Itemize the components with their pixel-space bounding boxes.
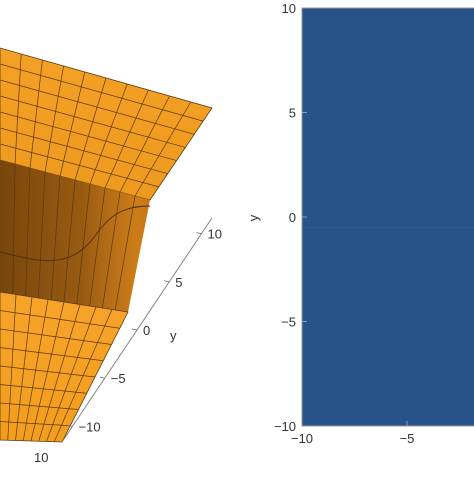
mesh-line — [12, 163, 16, 295]
surface-y-axis-label: y — [170, 328, 177, 343]
mesh-line — [0, 384, 87, 394]
surface-x-tick-label: 10 — [34, 450, 48, 465]
heatmap-y-tick-label: 0 — [289, 210, 296, 225]
mesh-line — [134, 101, 192, 197]
mesh-line — [0, 127, 168, 175]
mesh-line — [0, 402, 79, 410]
mesh-line — [104, 89, 149, 189]
mesh-line — [0, 421, 71, 427]
heatmap-y-tick-label: 10 — [282, 1, 296, 16]
mesh-line — [50, 175, 61, 301]
mesh-line — [89, 83, 128, 185]
mesh-line — [119, 95, 170, 193]
surface-y-tick-mark — [99, 376, 105, 379]
surface-y-tick-label: 5 — [175, 275, 182, 290]
mesh-line — [76, 183, 91, 305]
mesh-line — [0, 79, 195, 135]
surface-wall-shadow — [0, 160, 150, 312]
mesh-line — [14, 53, 22, 165]
heatmap-y-ticks: 10 5 0 −5 −10 — [274, 1, 307, 434]
mesh-line — [0, 365, 96, 378]
surface-mesh — [0, 53, 204, 442]
mesh-line — [0, 328, 112, 345]
mesh-line — [0, 347, 104, 362]
heatmap-y-tick-label: −10 — [274, 419, 296, 434]
mesh-line — [44, 65, 64, 173]
heatmap-x-tick-label: −5 — [400, 431, 415, 446]
mesh-line — [74, 77, 107, 181]
heatmap-y-axis-label: y — [246, 214, 261, 221]
mesh-line — [89, 187, 106, 307]
mesh-line — [25, 167, 31, 297]
surface-y-tick-mark — [67, 424, 73, 427]
heatmap-fill — [302, 8, 474, 426]
mesh-line — [0, 310, 120, 329]
heatmap-plot: 10 5 0 −5 −10 −10 −5 y — [246, 1, 474, 446]
heatmap-y-tick-label: −5 — [281, 315, 296, 330]
surface-y-ticks: −10 −5 0 5 10 — [67, 227, 222, 434]
surface-kink-curve — [0, 205, 151, 262]
surface-y-tick-label: −5 — [111, 371, 126, 386]
mesh-line — [102, 191, 121, 309]
surface-plot: −10 −5 0 5 10 y 10 — [0, 47, 222, 465]
mesh-line — [29, 59, 43, 169]
heatmap-x-ticks: −10 −5 — [291, 421, 414, 446]
surface-y-tick-label: 0 — [143, 323, 150, 338]
surface-y-tick-mark — [131, 328, 138, 331]
mesh-line — [59, 71, 86, 177]
mesh-line — [38, 171, 46, 299]
mesh-line — [114, 195, 136, 311]
surface-y-tick-label: 10 — [208, 227, 222, 242]
mesh-line — [63, 179, 76, 303]
surface-y-tick-mark — [196, 232, 202, 235]
mesh-line — [0, 143, 159, 188]
mesh-line — [0, 95, 186, 148]
mesh-line — [0, 63, 204, 122]
heatmap-x-tick-label: −10 — [291, 431, 313, 446]
surface-y-tick-label: −10 — [79, 419, 101, 434]
heatmap-y-tick-label: 5 — [289, 106, 296, 121]
surface-y-tick-mark — [164, 280, 170, 283]
mesh-line — [0, 111, 177, 161]
